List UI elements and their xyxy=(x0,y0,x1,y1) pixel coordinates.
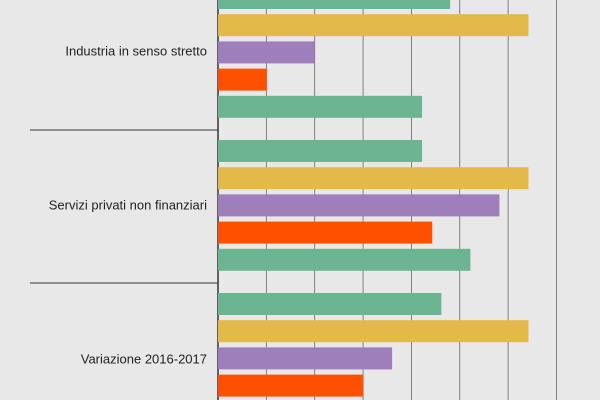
bar xyxy=(218,167,529,190)
bar xyxy=(218,221,433,244)
bar xyxy=(218,194,500,217)
bar xyxy=(218,14,529,37)
bar xyxy=(218,0,451,9)
bar xyxy=(218,347,393,370)
category-label: Servizi privati non finanziari xyxy=(49,197,207,212)
bar xyxy=(218,140,423,162)
bar xyxy=(218,95,423,118)
bar xyxy=(218,68,267,91)
category-label: Industria in senso stretto xyxy=(65,43,207,58)
bar xyxy=(218,248,471,271)
category-label: Variazione 2016-2017 xyxy=(81,351,207,366)
bar xyxy=(218,293,442,315)
bar xyxy=(218,320,529,343)
bar xyxy=(218,41,315,64)
bar xyxy=(218,374,364,397)
